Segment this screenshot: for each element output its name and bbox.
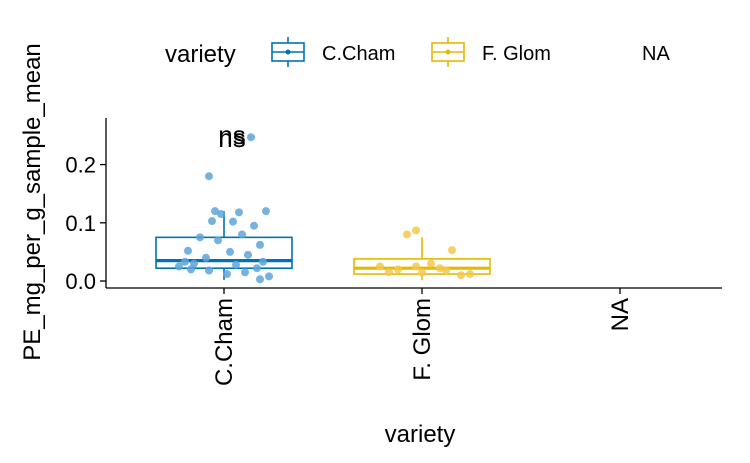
y-tick-label: 0.0 xyxy=(65,269,96,294)
data-point xyxy=(412,262,420,271)
legend-key-point xyxy=(445,49,451,55)
data-point xyxy=(202,253,210,262)
y-tick-label: 0.1 xyxy=(65,211,96,236)
data-point xyxy=(262,207,270,216)
legend: variety C.Cham F. Glom NA xyxy=(165,37,670,68)
x-axis-label: variety xyxy=(385,421,456,448)
data-point xyxy=(217,210,225,219)
data-point xyxy=(376,262,384,271)
data-point xyxy=(412,226,420,235)
data-point xyxy=(247,133,255,142)
data-point xyxy=(418,268,426,277)
data-point xyxy=(427,259,435,268)
legend-label: NA xyxy=(642,43,670,65)
data-point xyxy=(265,272,273,281)
data-point xyxy=(214,236,222,245)
data-point xyxy=(394,265,402,274)
y-axis-label: PE_mg_per_g_sample_mean xyxy=(19,43,46,361)
legend-label: F. Glom xyxy=(482,43,551,65)
legend-key-point xyxy=(285,49,291,55)
data-point xyxy=(259,257,267,266)
data-point xyxy=(187,265,195,274)
data-point xyxy=(466,270,474,279)
data-point xyxy=(229,217,237,226)
legend-item: C.Cham xyxy=(271,37,395,67)
data-point xyxy=(226,247,234,256)
legend-item: NA xyxy=(642,43,670,65)
significance-label: ns xyxy=(218,123,245,153)
data-point xyxy=(442,266,450,275)
data-point xyxy=(181,257,189,266)
data-point xyxy=(403,230,411,239)
data-point xyxy=(250,221,258,230)
legend-item: F. Glom xyxy=(431,37,551,67)
x-tick-label: C.Cham xyxy=(211,298,238,386)
data-point xyxy=(238,230,246,239)
data-point xyxy=(184,246,192,255)
data-point xyxy=(253,264,261,273)
legend-label: C.Cham xyxy=(322,43,395,65)
data-point xyxy=(235,208,243,217)
y-tick-label: 0.2 xyxy=(65,153,96,178)
legend-title: variety xyxy=(165,41,236,68)
data-point xyxy=(256,275,264,284)
box-ccham xyxy=(155,211,293,280)
data-point xyxy=(385,268,393,277)
data-point xyxy=(436,264,444,273)
data-point xyxy=(205,266,213,275)
data-point xyxy=(232,260,240,269)
x-tick-label: F. Glom xyxy=(409,298,436,381)
data-point xyxy=(223,270,231,279)
data-point xyxy=(244,250,252,259)
significance-label: ns xyxy=(218,120,245,150)
data-point xyxy=(196,233,204,242)
axes: 0.0 0.1 0.2 C.Cham F. Glom NA xyxy=(65,118,722,386)
data-point xyxy=(205,172,213,181)
data-point xyxy=(211,207,219,216)
x-tick-label: NA xyxy=(607,298,634,331)
data-point xyxy=(457,271,465,280)
data-point xyxy=(256,240,264,249)
box-iqr xyxy=(155,236,293,270)
data-point xyxy=(241,268,249,277)
data-point xyxy=(175,262,183,271)
data-point xyxy=(208,217,216,226)
data-point xyxy=(448,246,456,255)
